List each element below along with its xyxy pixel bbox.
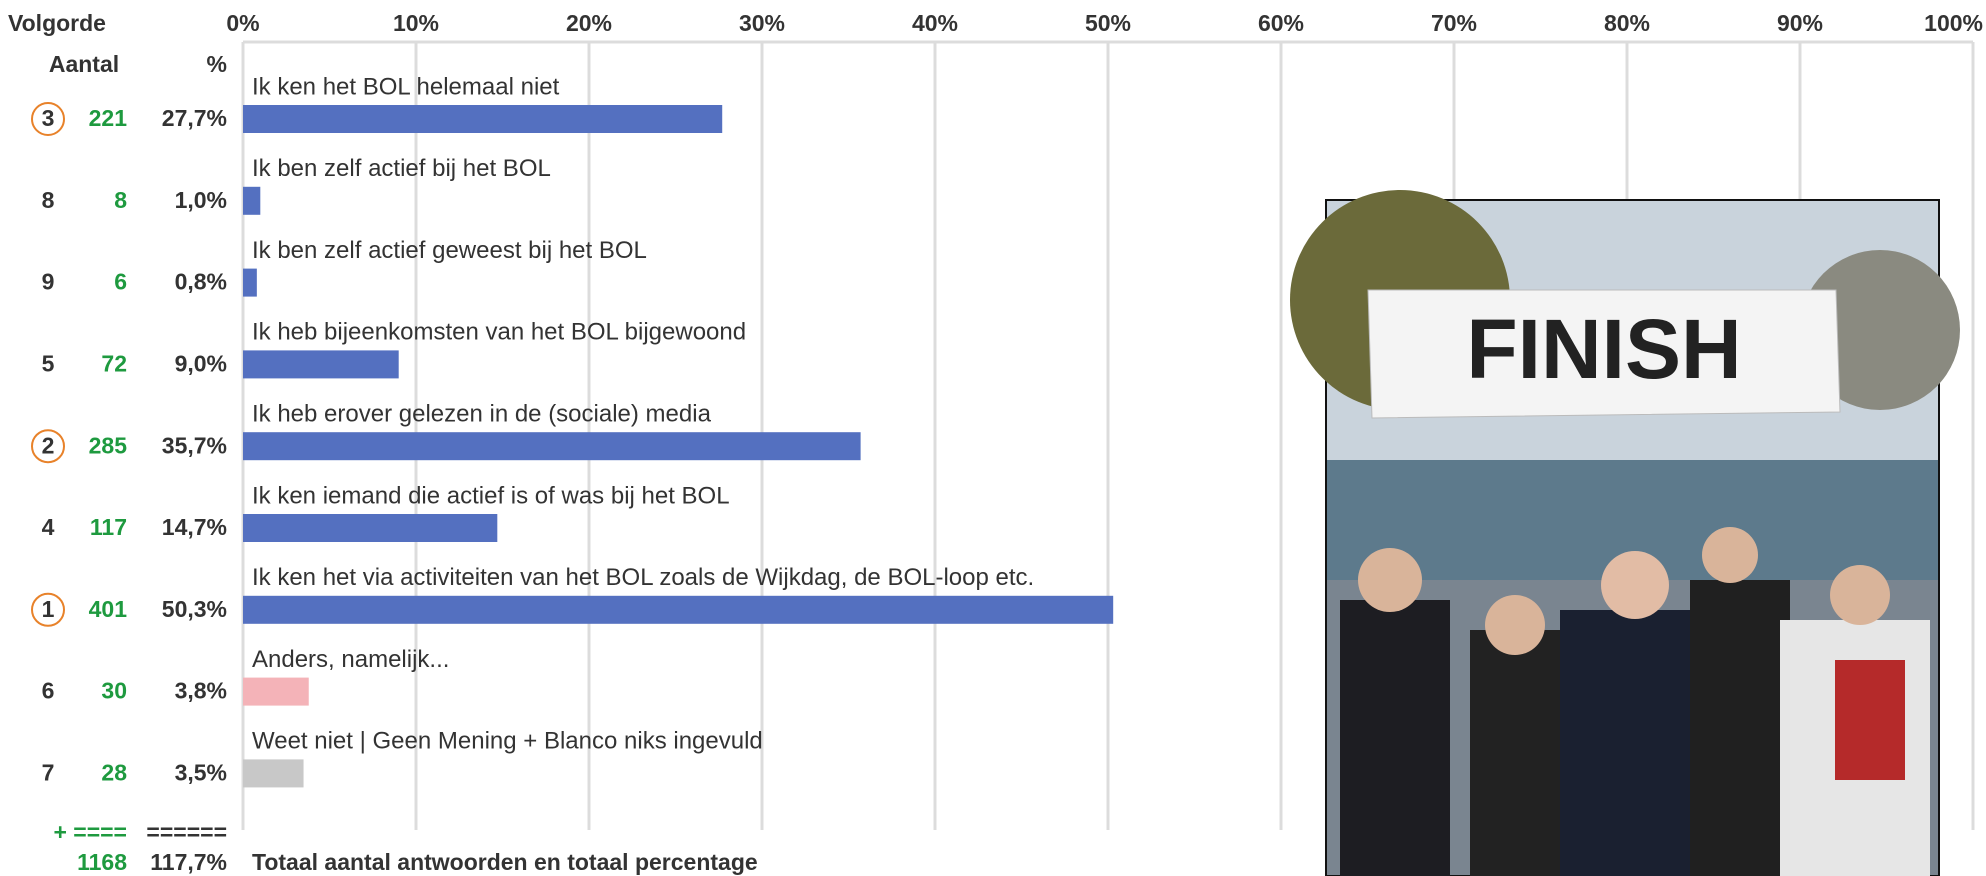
total-label: Totaal aantal antwoorden en totaal perce… — [252, 849, 758, 875]
rank: 8 — [42, 187, 55, 213]
bar — [243, 186, 261, 215]
bar — [243, 759, 304, 788]
count: 6 — [114, 269, 127, 295]
rank: 4 — [42, 514, 55, 540]
count-header: Aantal — [49, 51, 119, 77]
total-count-marker: + ==== — [53, 819, 127, 845]
rank-circle — [31, 429, 65, 464]
value-label: 0,8% — [175, 269, 227, 295]
x-tick-label: 50% — [1085, 10, 1131, 36]
x-tick-label: 70% — [1431, 10, 1477, 36]
count: 72 — [101, 350, 127, 376]
bar — [243, 595, 1114, 624]
rank-header: Volgorde — [8, 10, 106, 36]
category-label: Ik ken iemand die actief is of was bij h… — [252, 482, 730, 509]
bar — [243, 677, 309, 706]
bar — [243, 514, 498, 542]
value-label: 35,7% — [162, 432, 227, 458]
category-label: Ik ben zelf actief geweest bij het BOL — [252, 237, 647, 264]
category-label: Anders, namelijk... — [252, 646, 449, 673]
category-label: Ik heb bijeenkomsten van het BOL bijgewo… — [252, 319, 746, 346]
count: 28 — [101, 759, 127, 785]
photo-banner: FINISH — [1466, 302, 1741, 396]
bar — [243, 105, 723, 133]
value-label: 3,5% — [175, 759, 227, 785]
photo: FINISH — [1290, 190, 1960, 876]
rank-circle — [31, 592, 65, 627]
x-tick-label: 60% — [1258, 10, 1304, 36]
rank: 9 — [42, 269, 55, 295]
category-label: Ik ben zelf actief bij het BOL — [252, 155, 551, 182]
total-percent: 117,7% — [150, 849, 227, 875]
rank: 5 — [42, 350, 55, 376]
count: 401 — [89, 596, 128, 622]
category-label: Weet niet | Geen Mening + Blanco niks in… — [252, 728, 763, 755]
category-label: Ik ken het via activiteiten van het BOL … — [252, 564, 1034, 591]
value-label: 14,7% — [162, 514, 227, 540]
count: 285 — [89, 432, 128, 458]
x-tick-label: 40% — [912, 10, 958, 36]
x-tick-label: 0% — [226, 10, 259, 36]
rank: 3 — [42, 105, 55, 131]
value-label: 9,0% — [175, 350, 227, 376]
total-percent-marker: ====== — [146, 819, 227, 845]
value-label: 27,7% — [162, 105, 227, 131]
bar — [243, 268, 257, 297]
category-label: Ik ken het BOL helemaal niet — [252, 73, 560, 100]
category-label: Ik heb erover gelezen in de (sociale) me… — [252, 401, 712, 428]
count: 8 — [114, 187, 127, 213]
count: 30 — [101, 678, 127, 704]
rank: 6 — [42, 678, 55, 704]
bar — [243, 432, 861, 461]
count: 221 — [89, 105, 128, 131]
total-count: 1168 — [77, 849, 127, 875]
count: 117 — [90, 514, 127, 540]
value-label: 3,8% — [175, 678, 227, 704]
value-label: 1,0% — [175, 187, 227, 213]
rank: 2 — [42, 432, 55, 458]
bar — [243, 350, 399, 379]
x-tick-label: 100% — [1924, 10, 1983, 36]
rank-circle — [31, 102, 65, 136]
percent-header: % — [207, 51, 227, 77]
x-tick-label: 10% — [393, 10, 439, 36]
x-tick-label: 30% — [739, 10, 785, 36]
rank: 1 — [42, 596, 55, 622]
x-tick-label: 80% — [1604, 10, 1650, 36]
x-tick-label: 90% — [1777, 10, 1823, 36]
rank: 7 — [42, 759, 55, 785]
value-label: 50,3% — [162, 596, 227, 622]
x-tick-label: 20% — [566, 10, 612, 36]
